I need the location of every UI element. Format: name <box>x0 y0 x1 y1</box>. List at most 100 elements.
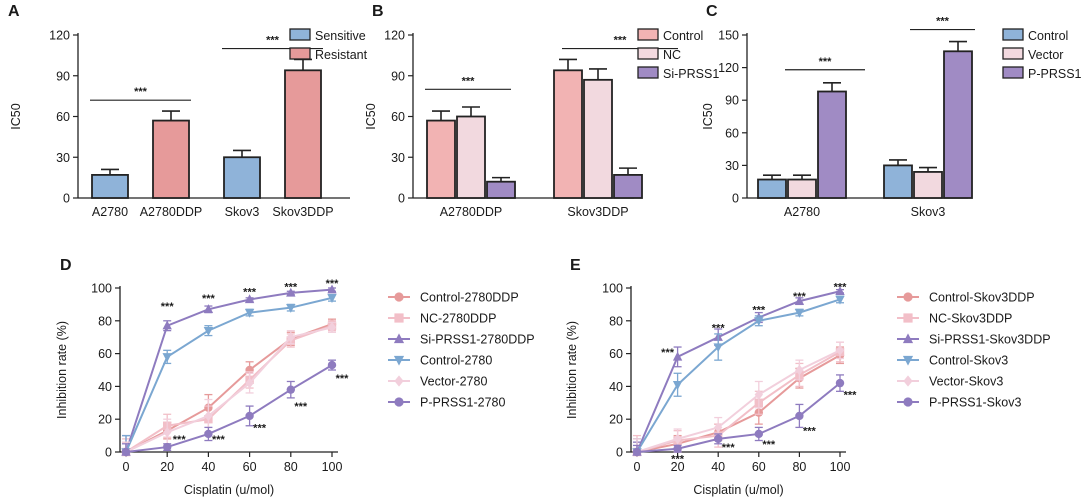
point <box>672 381 683 390</box>
panel-label: D <box>60 257 72 274</box>
x-category-label: Skov3 <box>225 205 260 219</box>
bar <box>456 115 486 199</box>
bar <box>91 174 129 199</box>
legend-label: Control-Skov3DDP <box>929 291 1035 305</box>
bar <box>913 171 943 199</box>
significance-label: *** <box>212 434 226 446</box>
y-tick-label: 100 <box>602 282 623 296</box>
x-category-label: A2780DDP <box>140 205 203 219</box>
bar <box>426 119 456 199</box>
point <box>203 326 214 336</box>
legend-swatch <box>637 47 659 60</box>
y-tick-label: 60 <box>98 347 112 361</box>
x-tick-label: 60 <box>243 460 257 474</box>
bar <box>943 50 973 199</box>
y-tick-label: 60 <box>391 110 405 124</box>
significance-label: *** <box>462 75 476 87</box>
significance-label: *** <box>936 16 950 28</box>
bar <box>486 180 516 199</box>
point <box>286 332 295 343</box>
legend-label: Vector <box>1028 48 1063 62</box>
point <box>121 447 131 457</box>
significance-label: *** <box>134 86 148 98</box>
x-tick-label: 40 <box>201 460 215 474</box>
significance-label: *** <box>661 347 675 359</box>
panel-label: B <box>372 3 384 20</box>
panel-e: E 0 20 40 60 80 100 0 20 40 60 80 100 Cisplatin (u/mo… <box>565 257 1051 497</box>
point <box>794 295 805 305</box>
point <box>286 303 296 313</box>
point <box>394 292 404 302</box>
point <box>754 389 763 400</box>
y-tick-label: 120 <box>718 61 739 75</box>
y-tick-label: 60 <box>56 110 70 124</box>
point <box>245 377 254 389</box>
bar <box>152 119 190 199</box>
significance-label: *** <box>712 322 726 334</box>
x-category-label: Skov3 <box>911 205 946 219</box>
y-tick-label: 0 <box>732 192 739 206</box>
point <box>632 447 642 457</box>
point <box>902 333 914 344</box>
significance-label: *** <box>253 422 267 434</box>
x-tick-label: 40 <box>711 460 725 474</box>
y-tick-label: 100 <box>91 282 112 296</box>
significance-label: *** <box>722 442 736 454</box>
y-tick-label: 120 <box>49 29 70 43</box>
point <box>714 434 723 444</box>
y-axis-title: IC50 <box>701 103 715 129</box>
legend-label: Control-2780 <box>420 354 492 368</box>
legend-label: Sensitive <box>315 29 366 43</box>
bar <box>613 174 643 199</box>
significance-label: *** <box>803 426 817 438</box>
legend-label: Resistant <box>315 48 368 62</box>
y-tick-label: 20 <box>609 413 623 427</box>
x-tick-label: 20 <box>671 460 685 474</box>
bar <box>817 90 847 199</box>
series-line <box>125 296 333 453</box>
x-tick-label: 100 <box>322 460 343 474</box>
point <box>286 385 295 394</box>
x-tick-label: 20 <box>160 460 174 474</box>
y-tick-label: 80 <box>609 314 623 328</box>
point <box>673 444 682 453</box>
x-axis-title: Cisplatin (u/mol) <box>693 483 783 497</box>
point <box>163 427 172 438</box>
y-tick-label: 40 <box>609 380 623 394</box>
point <box>286 287 296 297</box>
point <box>835 286 845 295</box>
point <box>245 411 254 421</box>
point <box>244 294 255 304</box>
significance-label: *** <box>793 291 807 303</box>
y-tick-label: 30 <box>391 151 405 165</box>
significance-label: *** <box>844 390 858 402</box>
point <box>713 343 723 353</box>
point <box>204 410 213 422</box>
panel-a: A 0 30 60 90 120 IC50 A2780 A2780DDP Skov3 Skov3DD… <box>8 3 368 219</box>
point <box>714 422 723 433</box>
y-tick-label: 80 <box>98 314 112 328</box>
significance-label: *** <box>819 56 833 68</box>
legend-swatch <box>289 47 311 60</box>
x-tick-label: 0 <box>123 460 130 474</box>
y-tick-label: 150 <box>718 29 739 43</box>
legend-label: Control-2780DDP <box>420 291 519 305</box>
significance-label: *** <box>336 373 350 385</box>
y-tick-label: 90 <box>56 69 70 83</box>
x-tick-label: 0 <box>634 460 641 474</box>
point <box>327 360 337 370</box>
series-line <box>125 364 333 453</box>
series-line <box>636 382 841 453</box>
bar <box>284 69 322 199</box>
point <box>394 397 404 407</box>
significance-label: *** <box>671 454 685 466</box>
y-tick-label: 30 <box>56 151 70 165</box>
legend-swatch <box>1002 47 1024 60</box>
point <box>673 433 682 445</box>
panel-c: C 0 30 60 90 120 150 IC50 A2780 Skov3 *** *** Contro… <box>701 3 1082 219</box>
y-tick-label: 0 <box>63 192 70 206</box>
y-tick-label: 0 <box>105 446 112 460</box>
point <box>393 355 405 366</box>
y-tick-label: 90 <box>391 69 405 83</box>
